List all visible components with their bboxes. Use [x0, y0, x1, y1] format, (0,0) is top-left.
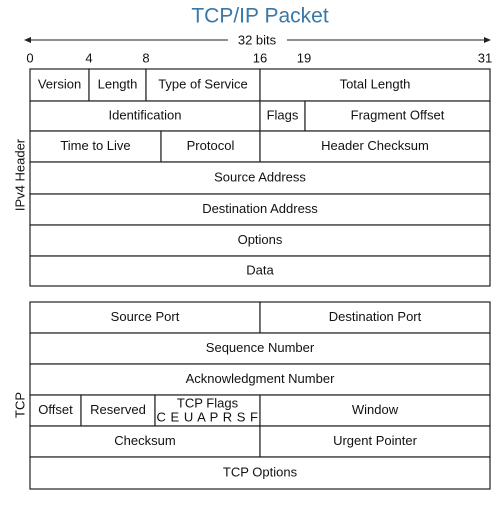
- field-label: Total Length: [340, 76, 411, 91]
- field-cell: [259, 301, 491, 334]
- field-label: Header Checksum: [321, 138, 429, 153]
- title: TCP/IP Packet: [191, 5, 328, 28]
- field-cell: [29, 224, 491, 257]
- width-label: 32 bits: [238, 32, 277, 47]
- field-label: Source Address: [214, 169, 306, 184]
- field-label: Source Port: [111, 309, 180, 324]
- field-cell: [29, 161, 491, 195]
- field-cell: [29, 255, 491, 287]
- bit-label: 16: [253, 50, 267, 65]
- field-label: Length: [98, 76, 138, 91]
- field-cell: [259, 68, 491, 102]
- field-cell: [29, 425, 261, 458]
- field-cell: [145, 68, 261, 102]
- field-label: Window: [352, 402, 399, 417]
- bit-label: 31: [478, 50, 492, 65]
- field-label: Identification: [109, 107, 182, 122]
- field-cell: [29, 363, 491, 396]
- field-label: TCP Flags: [177, 395, 239, 410]
- section-label: IPv4 Header: [12, 138, 27, 211]
- field-cell: [29, 193, 491, 226]
- field-label: Urgent Pointer: [333, 433, 417, 448]
- field-label: Destination Address: [202, 201, 318, 216]
- field-label: Flags: [267, 107, 299, 122]
- field-cell: [154, 394, 261, 427]
- field-label: Sequence Number: [206, 340, 315, 355]
- field-label: TCP Options: [223, 464, 298, 479]
- field-label: Fragment Offset: [351, 107, 445, 122]
- bit-label: 19: [297, 50, 311, 65]
- field-label: Options: [238, 232, 283, 247]
- field-label: Data: [246, 262, 274, 277]
- bit-label: 0: [26, 50, 33, 65]
- field-label: Checksum: [114, 433, 175, 448]
- field-cell: [259, 394, 491, 427]
- field-label: Version: [38, 76, 81, 91]
- field-label: Time to Live: [60, 138, 130, 153]
- field-cell: [259, 100, 306, 132]
- field-cell: [29, 456, 491, 490]
- bit-label: 8: [142, 50, 149, 65]
- field-label: Type of Service: [158, 76, 248, 91]
- field-label: Protocol: [187, 138, 235, 153]
- field-cell: [29, 301, 261, 334]
- field-cell: [29, 332, 491, 365]
- field-cell: [304, 100, 491, 132]
- field-label: Offset: [38, 402, 73, 417]
- field-label: Reserved: [90, 402, 146, 417]
- field-label: Destination Port: [329, 309, 422, 324]
- section-label: TCP: [12, 392, 27, 418]
- bit-label: 4: [85, 50, 92, 65]
- field-cell: [80, 394, 156, 427]
- field-cell: [259, 425, 491, 458]
- field-label: Acknowledgment Number: [186, 371, 336, 386]
- flag-bits: C E U A P R S F: [157, 409, 259, 424]
- arrowhead-right: [484, 37, 491, 43]
- arrowhead-left: [24, 37, 31, 43]
